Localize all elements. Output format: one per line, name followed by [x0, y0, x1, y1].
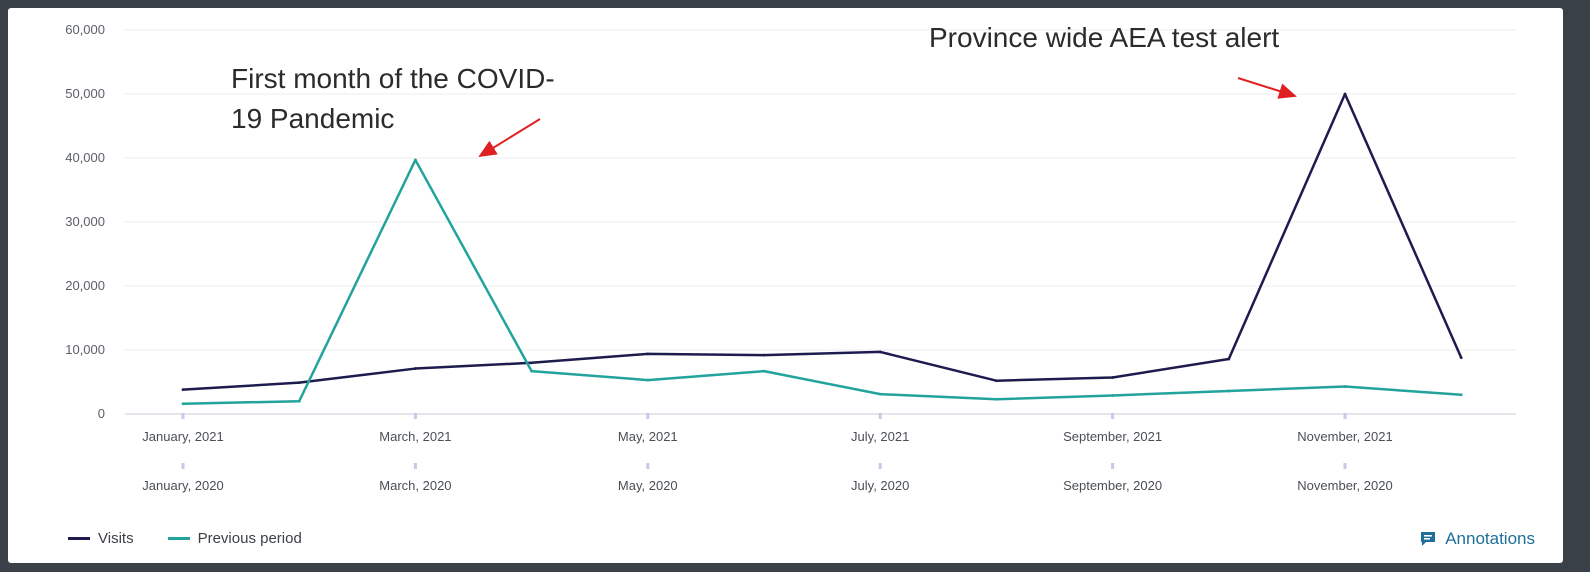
data-point [1343, 92, 1347, 96]
annotation-text: First month of the COVID- [231, 63, 555, 94]
data-point [762, 353, 766, 357]
data-point [1343, 385, 1347, 388]
legend-swatch-visits [68, 537, 90, 540]
y-tick-label: 20,000 [65, 278, 105, 293]
data-point [646, 378, 650, 382]
x-tick-mark [1111, 413, 1115, 419]
series-line-previous-period [182, 158, 1462, 406]
annotations-button[interactable]: Annotations [1419, 529, 1535, 549]
x-tick-mark [1111, 463, 1115, 469]
data-point [297, 381, 301, 385]
x-tick-label-primary: March, 2021 [379, 429, 451, 444]
data-point [530, 369, 533, 373]
legend-label-previous-period: Previous period [197, 530, 302, 547]
y-tick-label: 50,000 [65, 86, 105, 101]
data-point [530, 361, 533, 365]
x-tick-label-primary: May, 2021 [618, 429, 678, 444]
legend-item-visits[interactable]: Visits [68, 530, 134, 547]
annotation-text: 19 Pandemic [231, 103, 394, 134]
annotation-arrow [1237, 77, 1297, 99]
data-point [878, 350, 882, 354]
x-tick-mark [1343, 463, 1347, 469]
data-point [1459, 356, 1463, 360]
x-tick-label-primary: September, 2021 [1063, 429, 1162, 444]
x-tick-label-secondary: November, 2020 [1297, 478, 1392, 493]
data-point [1111, 376, 1114, 379]
y-tick-label: 30,000 [65, 214, 105, 229]
x-tick-label-secondary: May, 2020 [618, 478, 678, 493]
y-tick-label: 10,000 [65, 342, 105, 357]
data-point [414, 158, 417, 162]
legend-swatch-previous-period [167, 537, 190, 540]
data-point [414, 367, 417, 370]
legend-label-visits: Visits [98, 530, 134, 547]
y-tick-label: 40,000 [65, 150, 105, 165]
data-point [995, 397, 998, 401]
annotations-label: Annotations [1445, 529, 1535, 548]
data-point [995, 379, 998, 383]
data-point [878, 392, 882, 396]
x-tick-mark [1343, 413, 1347, 419]
data-point [181, 388, 185, 392]
data-point [762, 369, 766, 373]
x-tick-mark [646, 463, 650, 469]
annotation-text: Province wide AEA test alert [929, 22, 1279, 53]
legend-item-previous-period[interactable]: Previous period [167, 530, 302, 547]
x-tick-mark [181, 413, 185, 419]
x-tick-mark [646, 413, 650, 419]
x-tick-label-secondary: September, 2020 [1063, 478, 1162, 493]
comment-icon [1421, 532, 1436, 546]
data-point [1459, 393, 1463, 397]
x-tick-mark [878, 413, 882, 419]
x-tick-mark [181, 463, 185, 469]
x-tick-label-secondary: July, 2020 [851, 478, 909, 493]
x-tick-label-primary: November, 2021 [1297, 429, 1392, 444]
x-tick-mark [878, 463, 882, 469]
data-point [297, 399, 301, 403]
data-point [1111, 394, 1114, 397]
data-point [1227, 357, 1231, 361]
data-point [646, 352, 650, 356]
x-tick-mark [413, 463, 417, 469]
line-chart: 0 10,000 20,000 30,000 40,000 50,000 60,000 Jan… [65, 22, 1516, 493]
data-point [1227, 389, 1231, 393]
x-tick-label-secondary: March, 2020 [379, 478, 451, 493]
x-tick-label-secondary: January, 2020 [142, 478, 223, 493]
legend: Visits Previous period [68, 530, 302, 547]
x-tick-mark [413, 413, 417, 419]
annotation-arrow [478, 118, 541, 158]
data-point [181, 402, 185, 406]
x-tick-label-primary: July, 2021 [851, 429, 909, 444]
series-line-visits [182, 92, 1463, 391]
y-tick-label: 0 [98, 406, 105, 421]
x-tick-label-primary: January, 2021 [142, 429, 223, 444]
chart-panel: 0 10,000 20,000 30,000 40,000 50,000 60,000 Jan… [8, 8, 1563, 563]
y-tick-label: 60,000 [65, 22, 105, 37]
